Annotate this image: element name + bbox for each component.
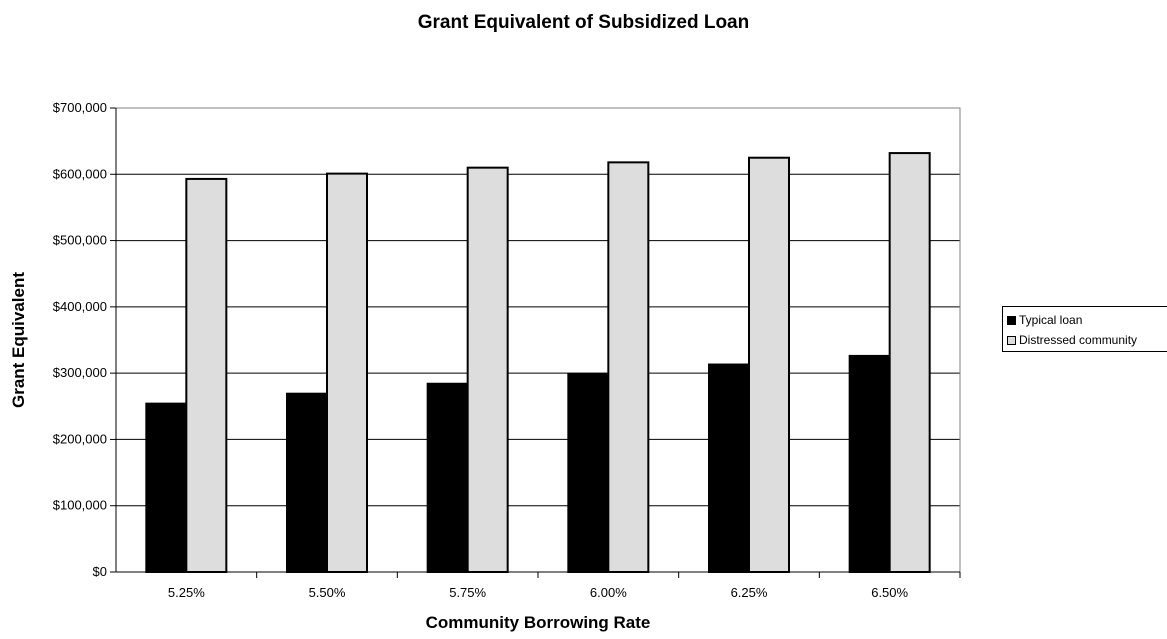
- legend-label-typical-loan: Typical loan: [1019, 313, 1083, 327]
- bar-typical-loan: [286, 392, 328, 574]
- y-tick-label: $300,000: [53, 365, 107, 380]
- x-axis-title: Community Borrowing Rate: [426, 613, 651, 632]
- chart-title: Grant Equivalent of Subsidized Loan: [417, 12, 750, 33]
- y-tick-label: $500,000: [53, 233, 107, 248]
- y-tick-label: $200,000: [53, 431, 107, 446]
- x-tick-label: 5.75%: [449, 585, 486, 600]
- bar-typical-loan: [708, 363, 750, 574]
- y-tick-label: $600,000: [53, 166, 107, 181]
- legend-swatch-typical-loan: [1007, 315, 1016, 325]
- legend-item-typical-loan: Typical loan: [1007, 311, 1082, 329]
- bar-distressed-community: [888, 152, 931, 573]
- legend-item-distressed-community: Distressed community: [1007, 331, 1137, 349]
- x-tick-label: 5.50%: [309, 585, 346, 600]
- gridlines: [116, 107, 960, 507]
- bar-distressed-community: [185, 177, 228, 573]
- legend-swatch-distressed-community: [1007, 335, 1016, 345]
- axes: $0 $100,000 $200,000 $300,000 $400,000 $500,0…: [53, 100, 961, 600]
- bar-typical-loan: [426, 382, 469, 573]
- x-tick-label: 5.25%: [168, 585, 205, 600]
- bar-distressed-community: [748, 156, 790, 573]
- x-tick-label: 6.50%: [871, 585, 908, 600]
- legend: Typical loan Distressed community: [1002, 306, 1167, 352]
- x-tick-label: 6.00%: [590, 585, 627, 600]
- y-tick-label: $700,000: [53, 100, 107, 115]
- y-axis-title: Grant Equivalent: [9, 272, 28, 408]
- legend-label-distressed-community: Distressed community: [1019, 333, 1138, 347]
- y-tick-label: $0: [93, 564, 107, 579]
- x-tick-label: 6.25%: [731, 585, 768, 600]
- y-tick-label: $100,000: [53, 498, 107, 513]
- bar-distressed-community: [607, 161, 650, 573]
- y-tick-label: $400,000: [53, 299, 107, 314]
- bar-distressed-community: [326, 172, 368, 573]
- bar-typical-loan: [567, 372, 610, 574]
- bar-typical-loan: [145, 402, 188, 573]
- bar-distressed-community: [466, 166, 509, 574]
- bar-typical-loan: [848, 354, 891, 573]
- bars: [145, 152, 931, 574]
- plot-area-border: [115, 107, 961, 573]
